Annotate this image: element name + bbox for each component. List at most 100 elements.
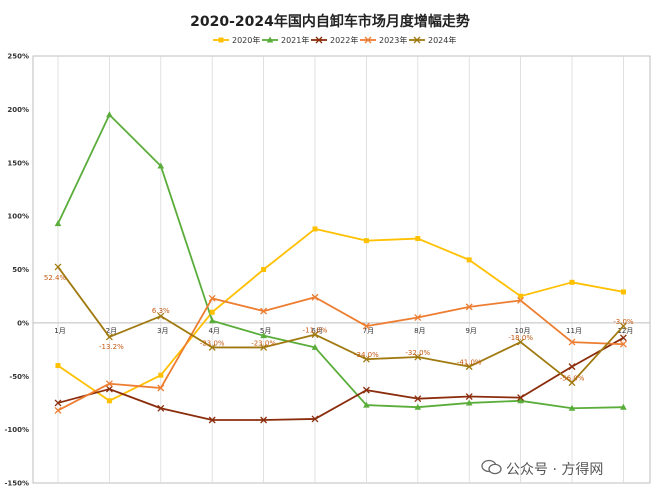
- y-tick-label: -50%: [9, 373, 29, 381]
- series-point: [517, 338, 525, 346]
- series-point: [261, 267, 267, 272]
- data-label: 52.4%: [44, 274, 67, 282]
- series-point: [260, 343, 268, 351]
- data-label: -23.0%: [200, 339, 225, 347]
- legend-label: 2020年: [232, 35, 260, 45]
- series-point: [414, 353, 422, 361]
- x-tick-label: 9月: [465, 327, 476, 335]
- data-label: -56.0%: [560, 375, 585, 383]
- series-point: [105, 385, 113, 393]
- series-point: [218, 37, 224, 43]
- series-point: [260, 307, 268, 315]
- series-point: [568, 404, 576, 411]
- data-label: 6.3%: [152, 307, 170, 315]
- series-point: [568, 379, 576, 387]
- series-point: [517, 296, 525, 304]
- y-tick-label: 150%: [7, 159, 29, 167]
- series-point: [569, 279, 575, 285]
- series-point: [413, 36, 421, 44]
- series-point: [209, 309, 215, 315]
- series-point: [568, 338, 576, 346]
- series-point: [260, 332, 267, 339]
- legend-label: 2023年: [379, 35, 407, 45]
- series-point: [157, 384, 165, 392]
- series-point: [363, 238, 369, 244]
- series-point: [105, 380, 113, 388]
- data-label: -13.2%: [99, 343, 124, 351]
- plot-area: [32, 55, 651, 484]
- y-tick-label: 250%: [7, 53, 29, 61]
- series-point: [158, 372, 164, 378]
- wechat-icon: [481, 459, 502, 475]
- series-point: [466, 257, 472, 263]
- series-point: [55, 363, 61, 369]
- series-point: [311, 415, 319, 423]
- legend-label: 2022年: [330, 35, 358, 45]
- x-tick-label: 8月: [414, 327, 425, 335]
- series-point: [620, 403, 627, 410]
- series-point: [106, 398, 112, 404]
- data-label: -32.0%: [405, 349, 430, 357]
- series-point: [415, 236, 421, 242]
- series-point: [311, 293, 319, 301]
- series-point: [465, 393, 473, 400]
- data-label: -18.0%: [508, 334, 533, 342]
- series-point: [619, 334, 627, 342]
- series-point: [362, 386, 370, 394]
- series-point: [208, 317, 216, 324]
- legend-label: 2024年: [428, 35, 456, 45]
- x-tick-label: 10月: [515, 327, 531, 335]
- series-point: [414, 403, 422, 410]
- y-tick-label: 200%: [7, 106, 29, 114]
- series-point: [260, 416, 268, 424]
- series-point: [364, 36, 372, 44]
- data-label: -41.0%: [457, 359, 482, 367]
- series-point: [362, 355, 370, 363]
- series-point: [517, 394, 525, 402]
- chart-title: 2020-2024年国内自卸车市场月度增幅走势: [190, 14, 470, 30]
- x-tick-label: 12月: [617, 327, 633, 335]
- series-point: [157, 404, 165, 412]
- series-point: [54, 406, 62, 414]
- series-point: [105, 333, 113, 341]
- series-point: [465, 303, 473, 311]
- data-label: -23.0%: [251, 339, 276, 347]
- series-point: [208, 416, 216, 424]
- series-line: [57, 113, 624, 410]
- series-point: [208, 294, 216, 302]
- series-line: [57, 337, 624, 421]
- series-point: [266, 36, 274, 43]
- series-point: [106, 111, 113, 118]
- series-point: [517, 397, 524, 404]
- legend-label: 2021年: [281, 35, 309, 45]
- x-tick-label: 4月: [208, 327, 219, 335]
- y-tick-label: 0%: [17, 319, 29, 327]
- y-tick-label: 50%: [12, 266, 29, 274]
- x-tick-label: 2月: [106, 327, 117, 335]
- x-tick-label: 3月: [157, 327, 168, 335]
- series-line: [57, 228, 624, 402]
- y-tick-label: -100%: [4, 426, 29, 434]
- series-point: [157, 312, 165, 320]
- series-point: [414, 314, 422, 321]
- series-point: [312, 226, 318, 232]
- y-tick-label: -150%: [4, 480, 29, 488]
- data-label: -11.0%: [303, 327, 328, 335]
- x-tick-label: 1月: [54, 327, 65, 335]
- series-point: [208, 343, 216, 351]
- data-label: -3.0%: [613, 318, 634, 326]
- series-point: [619, 340, 627, 348]
- data-label: -34.0%: [354, 351, 379, 359]
- series-point: [518, 293, 524, 299]
- series-point: [54, 399, 62, 407]
- series-point: [315, 36, 323, 44]
- series-point: [619, 322, 627, 330]
- series-point: [568, 363, 576, 371]
- series-point: [620, 289, 626, 295]
- x-tick-label: 7月: [363, 327, 374, 335]
- series-point: [54, 220, 62, 227]
- series-point: [311, 343, 319, 350]
- series-point: [414, 395, 422, 403]
